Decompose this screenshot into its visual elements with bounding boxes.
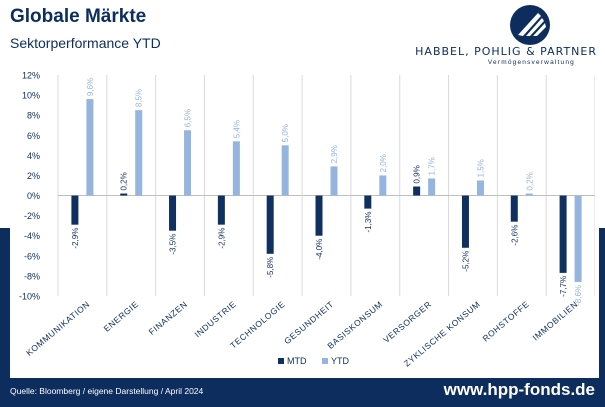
y-tick-label: 4% xyxy=(27,151,40,161)
left-accent-band xyxy=(0,228,10,378)
data-label: -5,2% xyxy=(461,251,470,272)
data-label: 2,0% xyxy=(379,154,388,172)
category-label: FINANZEN xyxy=(147,299,190,337)
bar-mtd xyxy=(120,193,128,196)
data-label: 1,7% xyxy=(428,157,437,175)
y-tick-label: 2% xyxy=(27,171,40,181)
right-accent-band xyxy=(599,228,605,378)
data-label: 0,9% xyxy=(413,165,422,183)
bar-mtd xyxy=(315,195,323,236)
bar-ytd xyxy=(330,166,338,196)
data-label: -2,6% xyxy=(510,225,519,246)
y-tick-label: -8% xyxy=(24,271,40,281)
y-tick-label: -6% xyxy=(24,251,40,261)
category-label: ENERGIE xyxy=(102,299,141,334)
y-tick-label: -10% xyxy=(19,292,40,302)
y-tick-label: 10% xyxy=(22,91,40,101)
bar-mtd xyxy=(559,195,567,273)
brand-name: HABBEL, POHLIG & PARTNER xyxy=(415,45,597,58)
y-tick-label: 6% xyxy=(27,131,40,141)
category-label: IMMOBILIEN xyxy=(531,299,580,343)
data-label: 1,5% xyxy=(476,159,485,177)
brand-tagline: Vermögensverwaltung xyxy=(487,59,575,66)
bar-ytd xyxy=(379,175,387,196)
bar-mtd xyxy=(413,186,421,196)
hpp-logo-icon xyxy=(510,5,550,45)
legend-swatch-mtd xyxy=(278,358,284,364)
bar-ytd xyxy=(281,145,289,196)
sector-bar-chart: 12% 10% 8% 6% 4% 2% 0% -2% -4% -6% -8% -10% -2,9% 9,6… xyxy=(19,71,595,369)
data-label: -8,6% xyxy=(574,285,583,306)
data-label: -2,9% xyxy=(71,228,80,249)
data-label: 9,6% xyxy=(86,78,95,96)
category-label: KOMMUNIKATION xyxy=(24,299,92,358)
legend-label-ytd: YTD xyxy=(331,356,350,366)
data-label: 8,5% xyxy=(135,89,144,107)
bar-ytd xyxy=(86,99,94,196)
website-link[interactable]: www.hpp-fonds.de xyxy=(443,380,595,399)
bar-ytd xyxy=(232,141,240,196)
category-label: GESUNDHEIT xyxy=(282,299,336,346)
chart-subtitle: Sektorperformance YTD xyxy=(10,35,161,51)
y-tick-label: -4% xyxy=(24,231,40,241)
bar-mtd xyxy=(169,195,177,231)
bar-mtd xyxy=(364,195,372,209)
bar-ytd xyxy=(525,193,533,196)
y-tick-label: 0% xyxy=(27,191,40,201)
category-label: INDUSTRIE xyxy=(192,299,238,340)
legend-swatch-ytd xyxy=(322,358,328,364)
y-tick-label: 12% xyxy=(22,71,40,81)
data-label: -2,9% xyxy=(217,228,226,249)
bar-mtd xyxy=(71,195,79,225)
bar-mtd xyxy=(510,195,518,222)
data-label: -7,7% xyxy=(559,276,568,297)
bar-ytd xyxy=(184,130,192,196)
category-label: ROHSTOFFE xyxy=(480,299,531,344)
bar-ytd xyxy=(428,178,436,196)
bar-mtd xyxy=(461,195,469,248)
bar-ytd xyxy=(135,110,143,196)
footer-bar: Quelle: Bloomberg / eigene Darstellung /… xyxy=(0,378,605,407)
category-label: VERSORGER xyxy=(381,299,433,345)
data-label: -4,0% xyxy=(315,239,324,260)
chart-title: Globale Märkte xyxy=(10,6,147,27)
data-label: -5,8% xyxy=(266,257,275,278)
y-tick-label: -2% xyxy=(24,211,40,221)
data-label: 5,0% xyxy=(281,124,290,142)
legend-label-mtd: MTD xyxy=(287,356,307,366)
bar-mtd xyxy=(217,195,225,225)
y-tick-label: 8% xyxy=(27,111,40,121)
data-label: 0,2% xyxy=(525,172,534,190)
data-label: -3,5% xyxy=(169,234,178,255)
data-label: 2,9% xyxy=(330,145,339,163)
source-note: Quelle: Bloomberg / eigene Darstellung /… xyxy=(10,386,204,396)
bar-ytd xyxy=(574,195,582,282)
bar-ytd xyxy=(476,180,484,196)
bar-mtd xyxy=(266,195,274,254)
data-label: 5,4% xyxy=(232,120,241,138)
data-label: -1,3% xyxy=(364,212,373,233)
data-label: 6,5% xyxy=(184,109,193,127)
data-label: 0,2% xyxy=(120,172,129,190)
